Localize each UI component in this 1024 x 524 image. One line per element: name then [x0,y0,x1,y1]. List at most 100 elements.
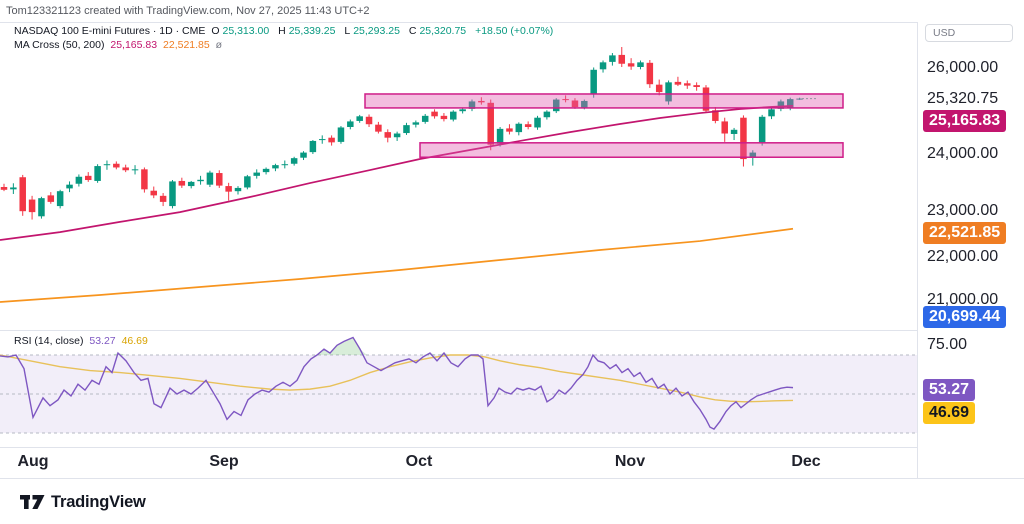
support-zone[interactable] [419,142,844,158]
candle [562,95,569,103]
candle [216,170,223,188]
candle [684,80,691,89]
candle [534,115,541,130]
candle [468,99,476,112]
candle [290,156,298,166]
price-label-25320.75: 25,320.75 [927,90,999,107]
candle [440,113,448,122]
main-price-pane[interactable] [0,22,917,330]
candle [122,164,129,173]
price-label-23000.00: 23,000.00 [927,202,999,219]
pane-separator[interactable] [0,330,1024,331]
time-label-dec: Dec [791,453,821,470]
candle [131,165,139,175]
price-badge-22521.85: 22,521.85 [923,222,1007,244]
candle [375,121,382,134]
candle [178,177,186,188]
candle [721,117,728,142]
rsi-line [0,336,794,430]
price-badge-46.69: 46.69 [923,402,976,424]
candle [693,82,700,91]
price-badge-53.27: 53.27 [923,379,976,401]
candle [618,47,626,67]
time-label-sep: Sep [209,453,239,470]
candle [38,196,45,219]
candle [552,98,560,114]
candle [234,186,242,195]
currency-usd-button[interactable]: USD [925,24,1013,42]
candle [524,121,532,130]
candle [609,53,616,66]
candle [19,174,26,216]
rsi-indicator-pane[interactable] [0,330,917,447]
candle [431,109,438,119]
ma-cross-label: MA Cross (50, 200) [14,39,105,51]
candle [318,135,326,144]
candle [478,97,485,105]
symbol-legend: NASDAQ 100 E-mini Futures · 1D · CME O 25… [14,25,556,38]
candle [768,107,775,120]
candle [75,174,83,187]
candle [450,110,457,122]
candle [206,170,214,187]
candle [328,135,335,146]
candle [627,58,635,70]
tradingview-logo-icon [20,495,45,509]
ma50-value: 25,165.83 [110,39,158,51]
candle [103,160,111,170]
candle [655,79,663,96]
candle [637,60,644,70]
time-label-aug: Aug [17,453,49,470]
candle [506,124,513,135]
candle [337,126,345,144]
candle [197,175,204,185]
price-label-24000.00: 24,000.00 [927,145,999,162]
tradingview-logo-text: TradingView [51,493,146,511]
candle [356,114,363,123]
candle [758,114,766,146]
candle [28,195,36,220]
candle [113,161,120,170]
candle [66,181,73,193]
candle [796,97,803,100]
chart-bottom-border [0,478,1024,479]
candle [141,167,148,193]
attribution-text: Tom123321123 created with TradingView.co… [6,5,370,17]
resistance-zone[interactable] [364,93,844,109]
candle [253,169,260,179]
candle [384,129,392,143]
price-axis[interactable]: USD 26,000.00 25,320.75 24,000.00 23,000.00… [917,22,1024,478]
price-label-75.00: 75.00 [927,336,968,353]
candle [412,120,420,128]
candle [571,98,579,109]
ma50-line [0,104,794,241]
rsi-ma-line [0,354,794,403]
candle [169,180,176,209]
time-label-nov: Nov [614,453,646,470]
candle [84,172,92,182]
ma-cross-source-icon[interactable]: ø [215,39,223,51]
ohlc-high: H 25,339.25 [278,25,336,37]
rsi-ma-value: 46.69 [121,335,148,347]
candle [56,189,64,209]
candle [187,180,195,189]
candle [309,140,317,154]
time-axis-top-border [0,447,1024,448]
candle [421,113,429,124]
time-axis[interactable]: Aug Sep Oct Nov Dec [0,447,917,478]
tradingview-logo[interactable]: TradingView [20,493,146,512]
ohlc-close: C 25,320.75 [408,25,467,37]
candle [159,193,167,207]
rsi-legend: RSI (14, close) 53.27 46.69 [14,335,151,348]
candle [0,183,8,192]
candle [94,164,101,183]
candle [225,182,232,201]
candle [347,119,354,130]
time-label-oct: Oct [405,453,433,470]
symbol-title: NASDAQ 100 E-mini Futures · 1D · CME [14,25,206,37]
candle [272,163,279,172]
ma200-value: 22,521.85 [163,39,210,51]
ohlc-low: L 25,293.25 [344,25,400,37]
candle [646,60,654,88]
